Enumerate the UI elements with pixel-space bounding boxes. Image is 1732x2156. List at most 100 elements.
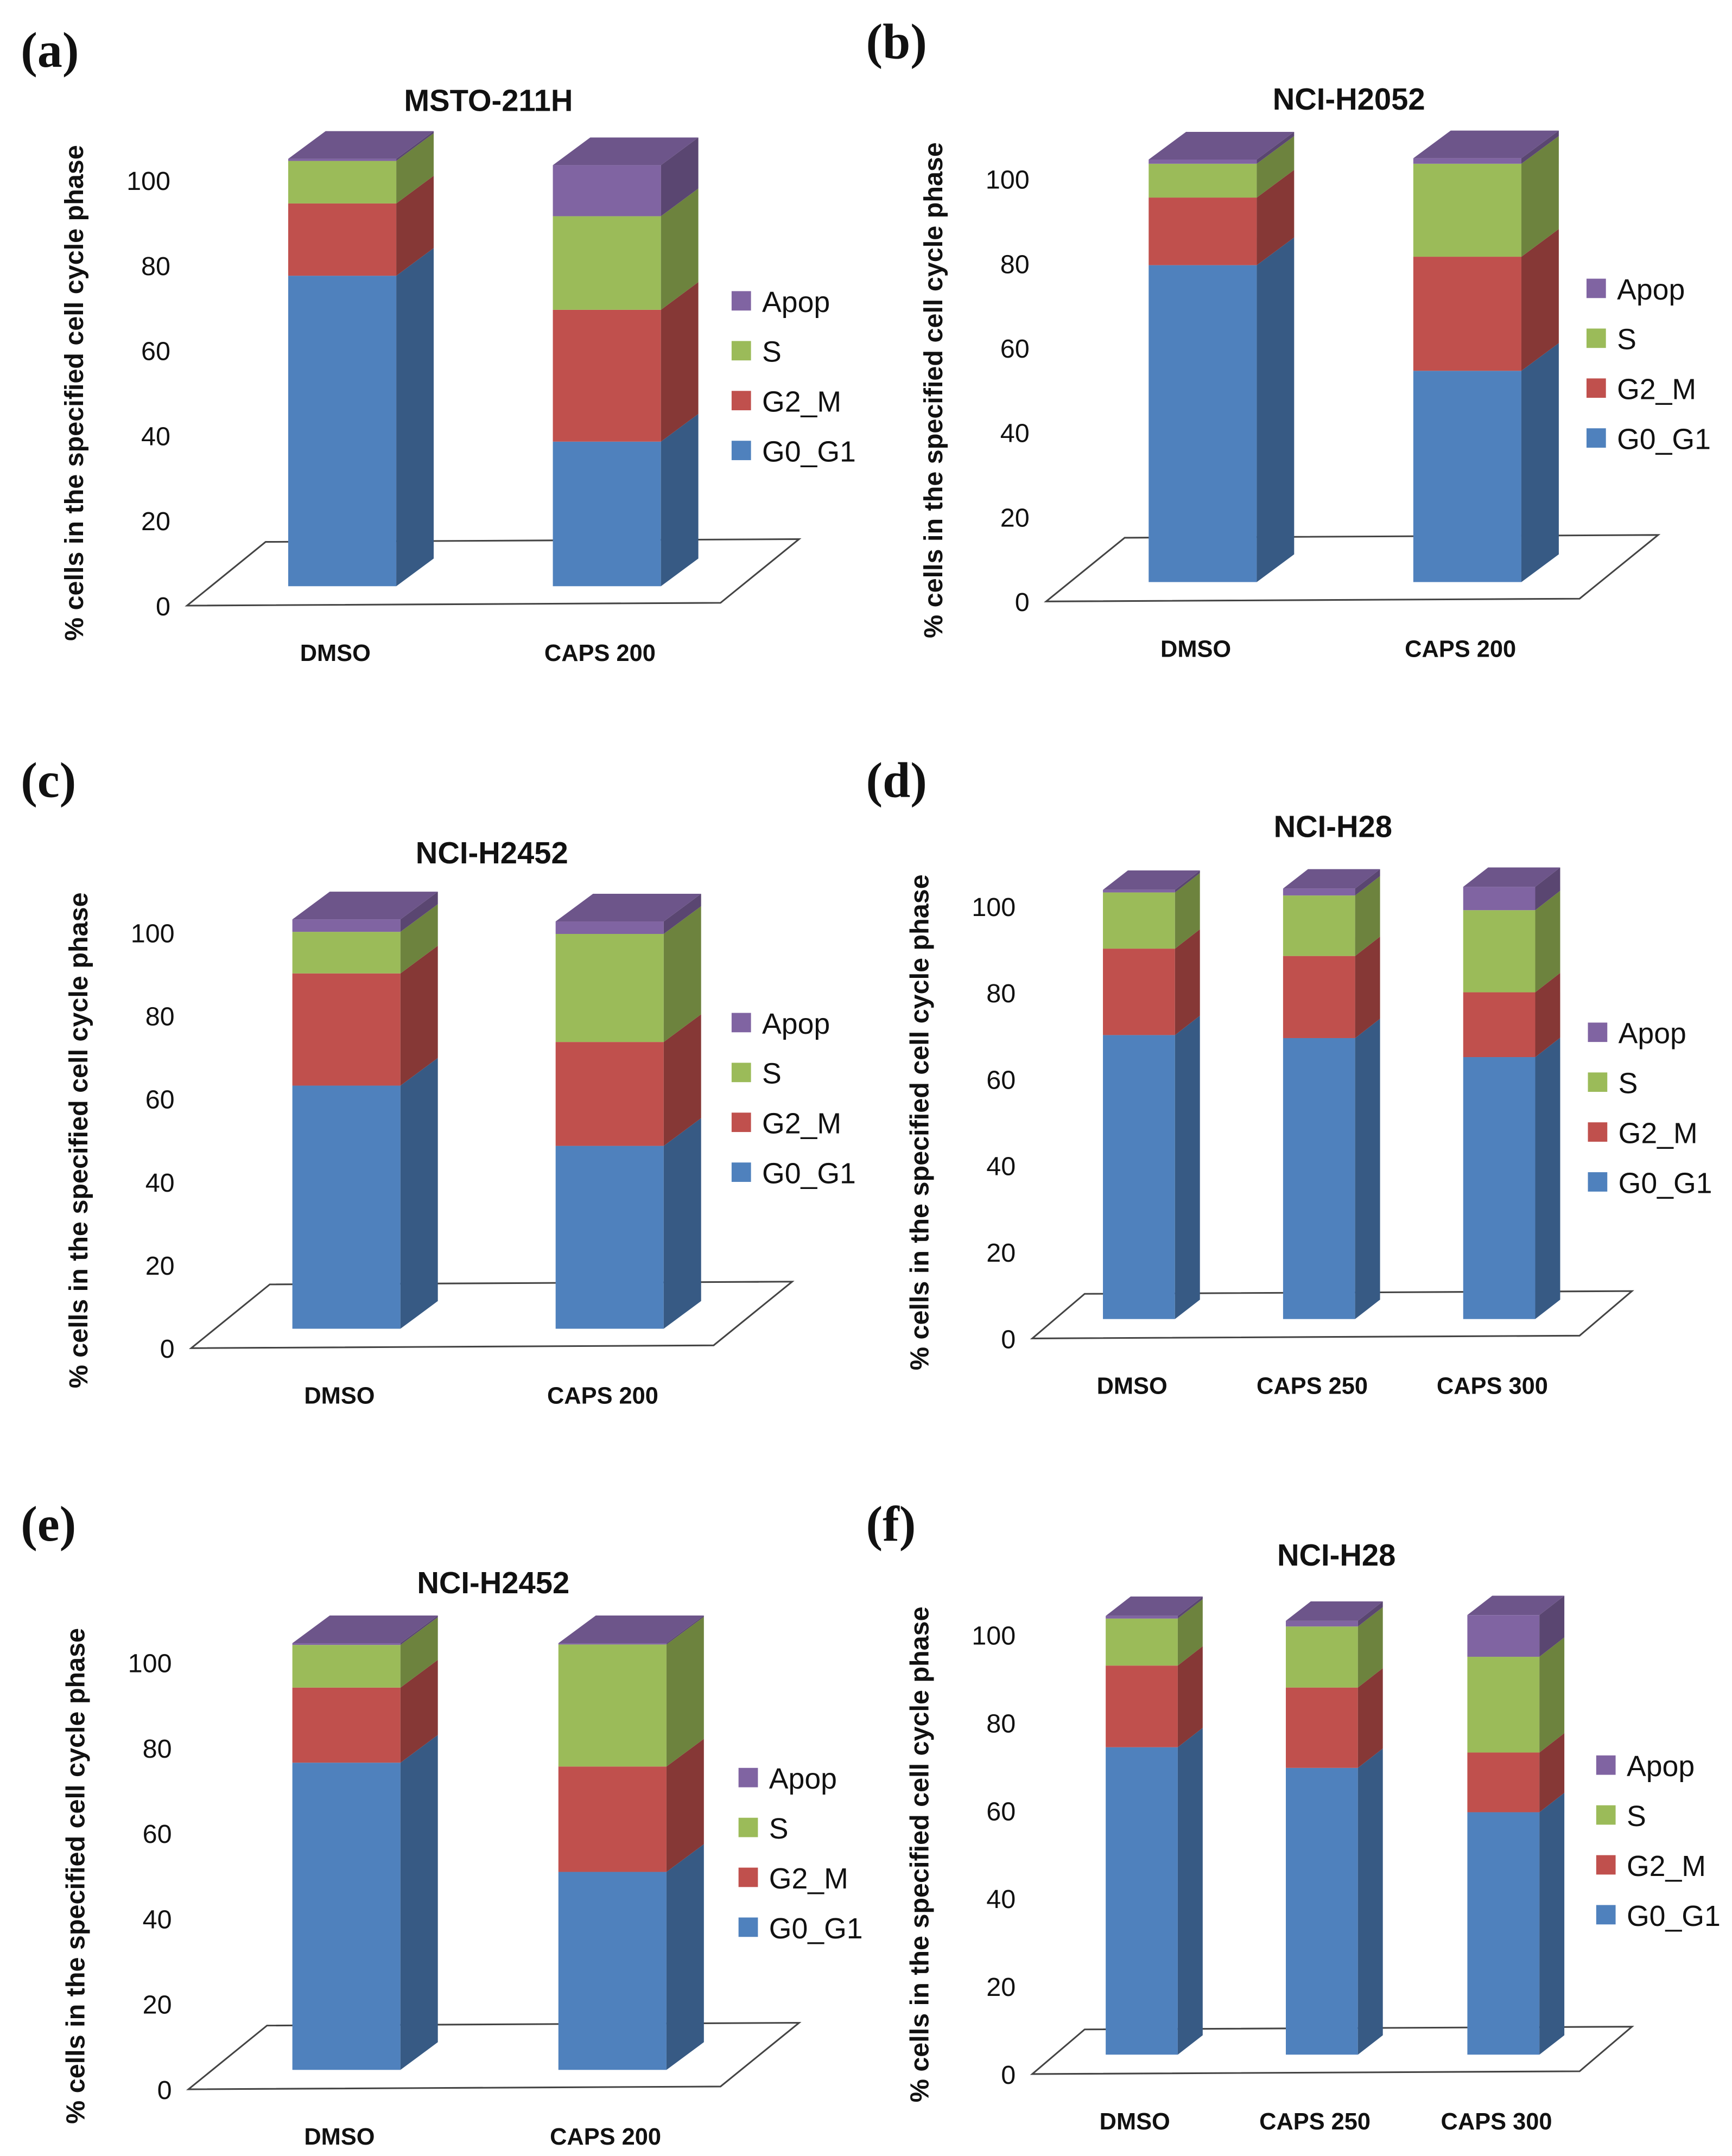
bar-side-s	[663, 906, 701, 1042]
legend-label: Apop	[1617, 274, 1685, 306]
bar-side-s	[1539, 1637, 1565, 1753]
y-tick-label: 0	[1015, 588, 1030, 617]
bar-segment-g0-g1	[1463, 1057, 1536, 1319]
floor-plane	[1030, 1290, 1634, 1339]
chart-title: NCI-H2452	[417, 1566, 569, 1600]
y-tick-label: 40	[141, 422, 170, 451]
bar-side-s	[1355, 876, 1380, 956]
bar-side-apop	[1357, 1601, 1383, 1627]
chart-title: NCI-H2452	[416, 836, 568, 870]
y-tick-label: 20	[986, 1238, 1016, 1268]
bar-segment-apop	[1103, 889, 1175, 893]
x-category-label: DMSO	[304, 1383, 375, 1409]
bar-side-g2-m	[400, 1659, 438, 1763]
floor-plane	[1030, 2026, 1634, 2075]
bar-side-apop	[1177, 1597, 1203, 1619]
panel-label: (c)	[21, 752, 76, 807]
bar-segment-s	[558, 1644, 667, 1767]
bar-side-apop	[663, 893, 701, 934]
y-tick-label: 40	[1000, 419, 1030, 448]
bar-side-apop	[400, 1615, 438, 1645]
bar-side-g2-m	[663, 1014, 701, 1146]
bar-segment-s	[288, 161, 397, 203]
bar-segment-g0-g1	[1149, 265, 1257, 582]
y-tick-label: 0	[1001, 1325, 1016, 1354]
bar-side-g2-m	[1177, 1646, 1203, 1747]
y-tick-label: 100	[126, 167, 170, 196]
bar-segment-g2-m	[288, 203, 397, 276]
bar-segment-s	[553, 216, 661, 310]
x-category-label: CAPS 200	[550, 2124, 661, 2150]
x-category-label: CAPS 300	[1437, 1373, 1548, 1400]
bar-segment-g0-g1	[292, 1763, 401, 2070]
bar-segment-apop	[1467, 1615, 1540, 1657]
bar-side-g2-m	[661, 282, 699, 442]
bar-segment-s	[292, 932, 401, 974]
bar-side-s	[400, 1617, 438, 1688]
legend-swatch-s	[1586, 328, 1606, 348]
y-axis-label: % cells in the specified cell cycle phas…	[64, 892, 93, 1388]
y-tick-label: 20	[986, 1973, 1016, 2002]
chart-title: NCI-H2052	[1273, 82, 1425, 116]
bar-segment-g0-g1	[1413, 371, 1521, 582]
bar-side-apop	[1355, 869, 1380, 896]
y-tick-label: 60	[143, 1820, 172, 1849]
legend-swatch-g2-m	[738, 1867, 758, 1887]
floor-plane	[186, 2021, 802, 2090]
bar-segment-apop	[288, 158, 397, 161]
legend-label: S	[769, 1812, 789, 1845]
y-tick-label: 20	[141, 507, 170, 536]
legend-label: G2_M	[1619, 1117, 1698, 1149]
bar-side-g0-g1	[666, 1844, 704, 2070]
y-tick-label: 80	[141, 252, 170, 281]
bar-side-apop	[1257, 131, 1295, 164]
bar-side-g0-g1	[1175, 1015, 1200, 1319]
bar-side-g2-m	[1257, 170, 1295, 265]
bar-side-g0-g1	[1357, 1748, 1383, 2055]
legend-swatch-s	[731, 1063, 751, 1083]
bar-top	[1467, 1595, 1565, 1616]
legend-swatch-g0-g1	[1596, 1905, 1616, 1925]
y-tick-label: 80	[145, 1002, 175, 1031]
legend-swatch-apop	[1588, 1022, 1608, 1042]
legend-label: G2_M	[762, 386, 841, 418]
y-axis-label: % cells in the specified cell cycle phas…	[61, 1628, 91, 2124]
legend-label: S	[1619, 1067, 1638, 1100]
x-category-label: DMSO	[1100, 2109, 1170, 2135]
bar-side-g2-m	[1535, 972, 1560, 1058]
legend-swatch-s	[1588, 1072, 1608, 1092]
y-axis-label: % cells in the specified cell cycle phas…	[60, 145, 89, 641]
legend-swatch-g2-m	[1586, 378, 1606, 398]
y-tick-label: 60	[1000, 334, 1030, 364]
bar-side-s	[396, 133, 434, 203]
bar-segment-apop	[1463, 887, 1536, 911]
bar-top	[1283, 869, 1380, 889]
bar-side-s	[1177, 1599, 1203, 1666]
bar-side-apop	[1539, 1595, 1565, 1657]
y-tick-label: 80	[1000, 250, 1030, 279]
y-tick-label: 0	[1001, 2060, 1016, 2090]
legend-label: Apop	[762, 1008, 830, 1040]
legend-swatch-apop	[731, 291, 751, 311]
bar-segment-s	[292, 1645, 401, 1688]
y-tick-label: 80	[986, 979, 1016, 1008]
bar-top	[558, 1615, 704, 1644]
chart-panel-d: (d) NCI-H28 % cells in the specified cell …	[866, 752, 1712, 1399]
x-category-label: DMSO	[1097, 1373, 1168, 1400]
bar-top	[1106, 1597, 1203, 1616]
legend-label: G2_M	[1617, 373, 1696, 406]
x-category-label: CAPS 200	[1405, 636, 1516, 662]
bar-segment-g0-g1	[558, 1872, 667, 2070]
bar-segment-g2-m	[555, 1042, 664, 1146]
bar-side-g2-m	[1357, 1668, 1383, 1768]
bar-side-g2-m	[1175, 929, 1200, 1035]
bar-segment-s	[1467, 1657, 1540, 1753]
bar-segment-g2-m	[1463, 992, 1536, 1058]
legend-swatch-apop	[731, 1013, 751, 1033]
legend-label: G0_G1	[762, 436, 856, 468]
y-tick-label: 40	[143, 1905, 172, 1934]
bar-top	[553, 137, 699, 166]
chart-title: NCI-H28	[1277, 1538, 1395, 1572]
bar-segment-apop	[292, 1643, 401, 1645]
bar-side-apop	[396, 131, 434, 161]
